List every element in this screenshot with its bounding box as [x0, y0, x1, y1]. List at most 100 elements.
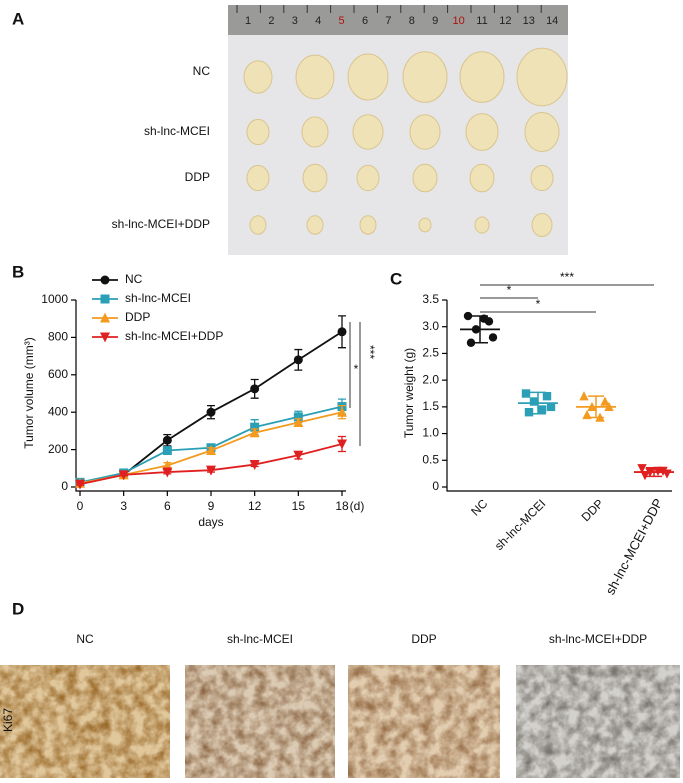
data-point — [250, 384, 260, 394]
data-point — [463, 311, 473, 321]
tumor — [531, 213, 553, 237]
x-tick-label: sh-lnc-MCEI+DDP — [602, 496, 665, 597]
row-label: DDP — [185, 170, 210, 184]
y-axis-label: Tumor volume (mm³) — [22, 337, 36, 449]
sd-bar — [472, 315, 488, 344]
ihc-title: sh-lnc-MCEI — [227, 632, 293, 646]
ruler-number: 9 — [432, 15, 438, 27]
data-point — [249, 460, 260, 470]
data-point — [337, 327, 347, 337]
panel-label: B — [12, 262, 24, 281]
data-point — [529, 397, 539, 406]
data-point — [162, 460, 173, 470]
ruler-number: 4 — [315, 15, 321, 27]
y-tick-label: 200 — [48, 442, 68, 456]
x-tick-label: 12 — [248, 499, 262, 513]
data-point — [488, 333, 498, 342]
tumor — [246, 164, 270, 192]
legend-marker — [100, 332, 110, 343]
data-point — [249, 427, 260, 438]
data-point — [118, 470, 129, 481]
panel-label: C — [390, 269, 402, 288]
tumor — [359, 215, 377, 235]
tumor — [465, 113, 499, 151]
ruler-number: 14 — [546, 15, 558, 27]
data-point — [293, 450, 304, 461]
ruler-number: 2 — [268, 15, 274, 27]
tumor — [412, 163, 438, 193]
data-point — [524, 408, 534, 417]
data-point — [582, 409, 592, 420]
legend-marker — [100, 312, 110, 323]
x-tick-label: 15 — [292, 499, 306, 513]
x-unit: (d) — [350, 499, 365, 513]
data-point — [293, 417, 304, 427]
ruler-number: 1 — [245, 15, 251, 27]
ihc-title: DDP — [411, 632, 436, 646]
data-point — [579, 391, 589, 401]
significance: * — [507, 283, 512, 297]
y-tick-label: 3.5 — [422, 292, 439, 306]
y-tick-label: 3.0 — [422, 319, 439, 333]
significance: * — [536, 297, 541, 311]
tumor — [352, 114, 384, 150]
ihc-texture — [516, 665, 680, 778]
tumor — [246, 118, 270, 146]
ruler-number: 6 — [362, 15, 368, 27]
data-point — [162, 435, 172, 445]
significance: *** — [560, 270, 574, 284]
ruler-number: 13 — [523, 15, 535, 27]
ruler-number: 7 — [385, 15, 391, 27]
ihc-title: sh-lnc-MCEI+DDP — [549, 632, 647, 646]
y-tick-label: 1.5 — [422, 399, 439, 413]
data-point — [206, 465, 216, 476]
data-point — [250, 422, 260, 432]
tumor — [516, 47, 568, 107]
x-tick-label: 3 — [120, 499, 127, 513]
x-tick-label: 9 — [208, 499, 215, 513]
tumor — [243, 60, 273, 94]
data-point — [75, 479, 85, 490]
data-point — [521, 389, 531, 398]
data-point — [337, 406, 347, 417]
panel-label: A — [12, 9, 24, 28]
data-point — [640, 471, 650, 481]
row-label: sh-lnc-MCEI — [144, 124, 210, 138]
data-point — [206, 407, 216, 417]
tumor — [402, 51, 448, 103]
stain-label: Ki67 — [1, 708, 15, 732]
tumor — [295, 54, 335, 100]
axis — [75, 300, 346, 492]
data-point — [466, 338, 476, 347]
sd-bar — [588, 395, 604, 419]
row-label: NC — [193, 64, 211, 78]
ruler-number: 12 — [499, 15, 511, 27]
legend-marker — [100, 294, 110, 304]
ihc-texture — [348, 665, 500, 778]
x-tick-label: 6 — [164, 499, 171, 513]
ihc-title: NC — [76, 632, 94, 646]
row-label: sh-lnc-MCEI+DDP — [112, 217, 210, 231]
x-tick-label: NC — [468, 496, 490, 518]
x-tick-label: 18 — [335, 499, 349, 513]
y-tick-label: 600 — [48, 367, 68, 381]
tumor — [306, 215, 324, 235]
data-point — [546, 402, 556, 412]
data-point — [542, 391, 552, 401]
y-tick-label: 2.5 — [422, 346, 439, 360]
significance: * — [354, 362, 359, 376]
y-tick-label: 2.0 — [422, 372, 439, 386]
legend-label: sh-lnc-MCEI — [125, 291, 191, 305]
ruler-number: 3 — [292, 15, 298, 27]
x-tick-label: sh-lnc-MCEI — [492, 496, 549, 553]
y-tick-label: 0 — [432, 479, 439, 493]
y-tick-label: 800 — [48, 330, 68, 344]
y-tick-label: 400 — [48, 404, 68, 418]
data-point — [162, 446, 172, 456]
tumor — [474, 216, 490, 234]
x-tick-label: 0 — [77, 499, 84, 513]
tumor — [530, 164, 554, 192]
data-point — [537, 405, 547, 414]
data-point — [293, 355, 303, 365]
